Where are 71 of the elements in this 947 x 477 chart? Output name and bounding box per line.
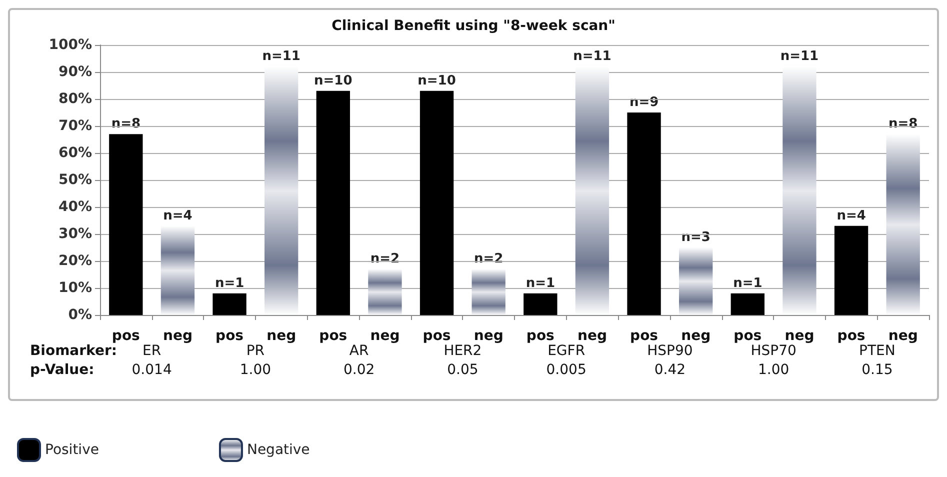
legend-label: Negative	[246, 442, 310, 458]
x-tick-label: neg	[577, 328, 607, 344]
y-tick-label: 0%	[68, 307, 92, 323]
text: HSP90	[647, 343, 693, 359]
x-tick-label: neg	[370, 328, 400, 344]
y-tick-label: 20%	[58, 253, 92, 269]
x-tick-label: pos	[422, 328, 451, 344]
bar	[420, 90, 454, 315]
bar	[109, 134, 143, 315]
y-tick-label: 70%	[58, 118, 92, 134]
y-tick-label: 50%	[58, 172, 92, 188]
x-tick-label: pos	[216, 328, 244, 344]
y-tick-label: 40%	[58, 199, 92, 215]
annotation: n=4	[836, 208, 866, 224]
text: PTEN	[859, 343, 896, 359]
bar	[834, 226, 868, 315]
text: 0.15	[862, 362, 893, 378]
annotation: n=1	[526, 276, 556, 291]
annotation: n=11	[573, 49, 612, 64]
x-tick-label: neg	[474, 328, 504, 344]
annotation: n=10	[314, 73, 352, 88]
annotation: n=4	[163, 208, 192, 224]
x-tick-label: neg	[888, 328, 918, 344]
text: HER2	[444, 343, 482, 359]
text: 1.00	[240, 362, 272, 378]
bar	[730, 293, 764, 315]
text: 0.05	[447, 362, 478, 378]
y-tick-label: 90%	[58, 64, 92, 80]
bar	[627, 112, 661, 315]
x-tick-label: neg	[681, 328, 711, 344]
text: 0.42	[654, 362, 686, 378]
bar	[368, 269, 402, 315]
text: PR	[246, 343, 265, 359]
text: HSP70	[750, 343, 796, 359]
y-tick-label: 100%	[48, 37, 92, 53]
x-tick-label: pos	[837, 328, 866, 344]
bar	[212, 293, 246, 315]
x-tick-label: pos	[526, 328, 554, 344]
x-tick-label: neg	[266, 328, 296, 344]
bar	[316, 90, 350, 315]
legend-label: Positive	[45, 442, 99, 458]
x-tick-label: neg	[784, 328, 814, 344]
x-tick-label: pos	[319, 328, 348, 344]
text: 0.014	[132, 362, 172, 378]
y-tick-label: 10%	[58, 280, 92, 296]
annotation: n=1	[214, 276, 244, 291]
chart-title: Clinical Benefit using "8-week scan"	[332, 18, 616, 34]
bar	[160, 226, 195, 315]
annotation: n=1	[733, 276, 762, 291]
x-tick-label: pos	[734, 328, 762, 344]
x-tick-label: pos	[630, 328, 658, 344]
text: ER	[142, 343, 162, 359]
bar	[886, 134, 920, 315]
text: 0.02	[343, 362, 375, 378]
x-tick-label: neg	[162, 328, 192, 344]
annotation: n=10	[418, 73, 456, 88]
x-tick-label: pos	[112, 328, 140, 344]
bar	[679, 248, 713, 315]
annotation: n=11	[262, 49, 300, 64]
text: 0.005	[546, 362, 586, 378]
annotation: n=11	[780, 49, 819, 64]
bar	[472, 269, 506, 315]
text: 1.00	[758, 362, 790, 378]
text: p-Value:	[30, 362, 94, 378]
bar	[524, 293, 558, 315]
y-tick-label: 80%	[58, 91, 92, 107]
y-tick-label: 30%	[58, 226, 92, 242]
text: Biomarker:	[30, 343, 117, 359]
text: EGFR	[548, 343, 586, 359]
text: AR	[349, 343, 369, 359]
y-tick-label: 60%	[58, 145, 92, 161]
